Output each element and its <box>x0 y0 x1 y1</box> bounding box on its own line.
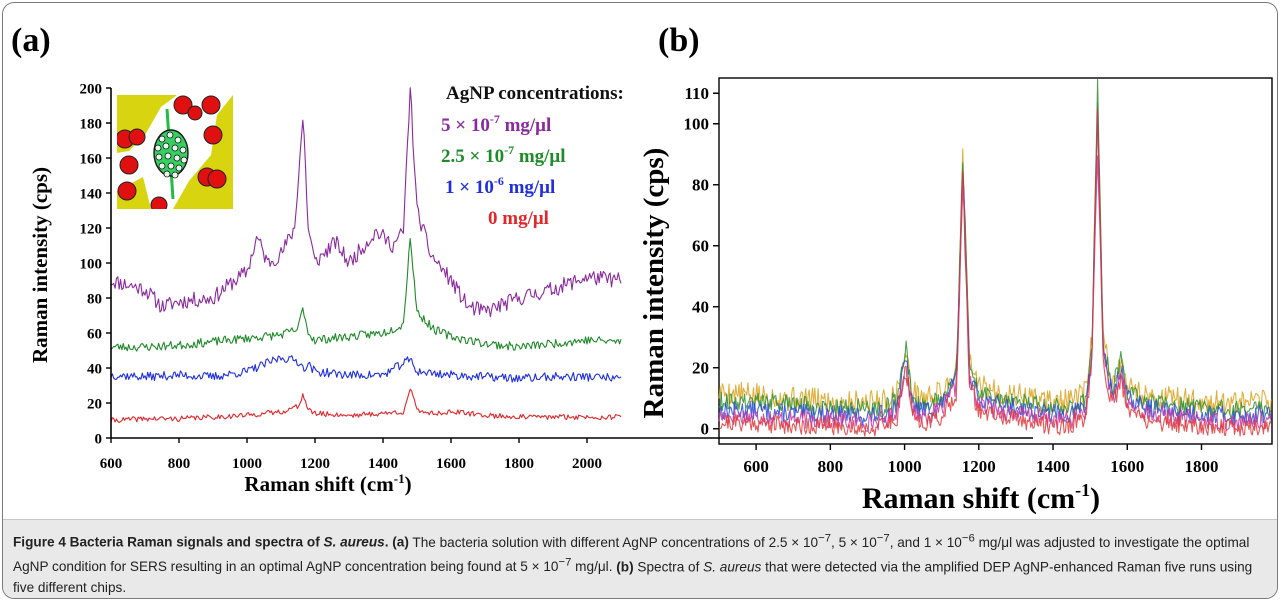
panel-a-x-tick-label: 2000 <box>572 456 602 472</box>
panel-b-xlabel-sup: -1 <box>1075 480 1090 500</box>
panel-a-series-line-4 <box>110 388 622 424</box>
panel-a-ticks: 600 800 1000 1200 1400 1600 1800 2000 0 20 40 60 80 1… <box>80 81 603 472</box>
panel-a-legend: AgNP concentrations: 5 × 10-7 mg/μl 2.5 … <box>441 83 624 229</box>
panel-a-y-tick-label: 60 <box>87 326 102 342</box>
panel-a-x-tick-label: 1200 <box>300 456 330 472</box>
panel-a-ylabel: Raman intensity (cps) <box>28 167 52 363</box>
panel-a-chart: 600 800 1000 1200 1400 1600 1800 20000204060801… <box>28 81 1033 496</box>
panel-a-series-group <box>110 87 622 424</box>
panel-b-y-tick-label: 60 <box>692 237 709 256</box>
panel-b-x-tick-label: 1400 <box>1036 457 1070 476</box>
panel-a-y-tick-label: 120 <box>80 221 103 237</box>
legend-item-1: 5 × 10-7 mg/μl <box>441 112 551 136</box>
panel-a-y-tick-label: 180 <box>80 116 103 132</box>
panel-a-y-tick-label: 140 <box>80 186 103 202</box>
panel-a-series-line-2 <box>110 238 622 352</box>
panel-b-y-tick-label: 40 <box>692 298 709 317</box>
inset-illustration <box>117 95 233 209</box>
caption-panel-b-text: Spectra of S. aureus that were detected … <box>13 559 1253 596</box>
panel-a-x-tick-label: 1600 <box>436 456 466 472</box>
panel-b-plot-frame <box>718 77 1273 445</box>
panel-b-y-tick-label: 20 <box>692 359 709 378</box>
panel-b-x-tick-label: 1600 <box>1110 457 1144 476</box>
panel-b-series-line-2 <box>718 78 1272 420</box>
panel-b-chart: 600 800 1000 1200 1400 1600 1800 0 20 40 60 80 100 11… <box>638 77 1273 515</box>
panel-a-label: (a) <box>11 22 51 59</box>
caption-title: Bacteria Raman signals and spectra of S.… <box>69 534 389 550</box>
panel-a-x-tick-label: 800 <box>168 456 191 472</box>
panel-a-series-line-1 <box>110 87 622 318</box>
legend-item-3: 1 × 10-6 mg/μl <box>445 174 555 198</box>
panel-a-y-tick-label: 200 <box>80 81 103 97</box>
panel-b-y-tick-label: 80 <box>692 176 709 195</box>
panel-b-series-line-4 <box>718 155 1272 432</box>
panel-b-series-group <box>718 78 1272 437</box>
panel-b-ticks: 600 800 1000 1200 1400 1600 1800 0 20 40 60 80 100 11… <box>684 84 1219 476</box>
panel-b-series-line-1 <box>718 102 1272 416</box>
panel-b-y-tick-label: 100 <box>684 115 710 134</box>
panel-a-xlabel: Raman shift (cm-1) <box>244 471 411 496</box>
caption-figure-number: Figure 4 <box>13 534 66 550</box>
legend-item-4: 0 mg/μl <box>488 208 549 229</box>
panel-b-x-tick-label: 600 <box>743 457 769 476</box>
panel-b-x-tick-label: 1000 <box>888 457 922 476</box>
panel-a-y-tick-label: 100 <box>80 256 103 272</box>
panel-a-series-line-3 <box>110 355 622 383</box>
caption-panel-a-tag: (a) <box>392 534 409 550</box>
panel-b-xlabel: Raman shift (cm-1) <box>862 480 1100 515</box>
panel-b-series-line-5 <box>718 108 1272 437</box>
panel-b-ylabel: Raman intensity (cps) <box>638 148 670 419</box>
caption-panel-a-text: The bacteria solution with different AgN… <box>13 532 1250 575</box>
panel-a-x-tick-label: 600 <box>100 456 123 472</box>
panel-a-y-tick-label: 0 <box>95 431 103 447</box>
panel-a-x-tick-label: 1800 <box>504 456 534 472</box>
figure-caption: Figure 4 Bacteria Raman signals and spec… <box>3 519 1277 598</box>
panel-b-x-tick-label: 1200 <box>962 457 996 476</box>
panel-a-y-tick-label: 20 <box>87 396 102 412</box>
legend-item-2: 2.5 × 10-7 mg/μl <box>441 143 565 167</box>
panel-a-y-tick-label: 80 <box>87 291 102 307</box>
panel-b-label: (b) <box>658 22 700 59</box>
panel-b-x-tick-label: 1800 <box>1184 457 1218 476</box>
legend-title: AgNP concentrations: <box>446 83 624 104</box>
panel-b-y-tick-label: 0 <box>701 420 710 439</box>
panel-b-y-tick-label: 110 <box>684 84 709 103</box>
panel-b-series-line-3 <box>718 108 1272 426</box>
panel-a-y-tick-label: 40 <box>87 361 102 377</box>
panel-a-y-tick-label: 160 <box>80 151 103 167</box>
panel-b-x-tick-label: 800 <box>818 457 844 476</box>
panel-a-xlabel-sup: -1 <box>394 471 405 486</box>
panel-a-x-tick-label: 1400 <box>368 456 398 472</box>
caption-panel-b-tag: (b) <box>616 559 634 575</box>
figure-svg: (a) (b) 600 800 1000 1200 1400 1600 1800 200002… <box>11 22 1273 515</box>
panel-a-x-tick-label: 1000 <box>232 456 262 472</box>
